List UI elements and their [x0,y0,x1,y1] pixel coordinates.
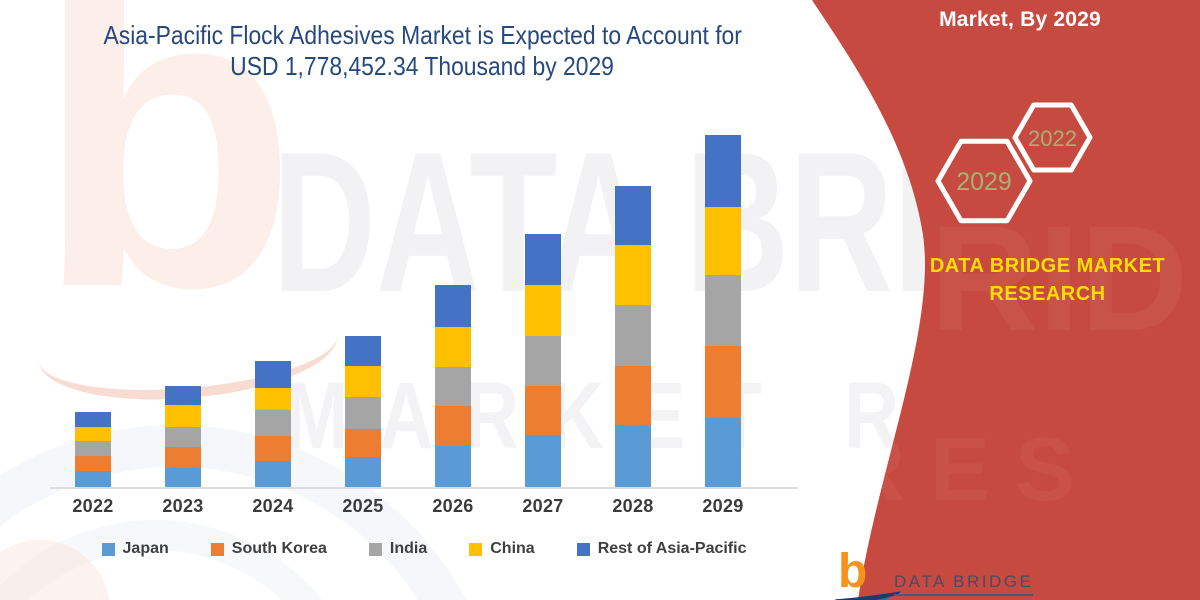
bar-segment-rest-of-asia-pacific-2027 [525,234,561,285]
bar-segment-south-korea-2023 [165,446,201,468]
x-axis-line [50,487,798,489]
bar-segment-china-2022 [75,427,111,441]
stacked-bar-2029 [705,135,741,487]
bar-segment-south-korea-2027 [525,385,561,435]
legend-swatch-icon [576,542,590,556]
bar-segment-japan-2022 [75,471,111,487]
bar-segment-japan-2028 [615,425,651,487]
legend-swatch-icon [101,542,115,556]
x-axis-label-2023: 2023 [162,496,204,516]
bar-segment-india-2026 [435,367,471,406]
legend-swatch-icon [368,542,382,556]
bar-chart-plot-area [50,100,798,489]
watermark-ring-inner [0,520,370,600]
bar-segment-japan-2026 [435,446,471,487]
x-axis-label-2024: 2024 [252,496,294,516]
legend-label: Japan [122,540,169,557]
chart-title-line1: Asia-Pacific Flock Adhesives Market is E… [103,20,742,50]
hexagon-2022 [1012,102,1093,173]
side-panel-brand-text: DATA BRIDGE MARKET RESEARCH [880,252,1200,308]
hexagon-2022-label: 2022 [1028,126,1077,151]
bar-segment-india-2029 [705,275,741,347]
x-axis-label-2028: 2028 [612,496,654,516]
legend-label: China [490,540,535,557]
legend-item-japan: Japan [101,540,169,558]
bar-segment-south-korea-2026 [435,405,471,447]
bar-segment-south-korea-2025 [345,428,381,457]
x-axis-label-2026: 2026 [432,496,474,516]
footer-brand-sub: MARKET RESEARCH [894,597,1071,600]
stacked-bar-2024 [255,361,291,487]
bar-segment-south-korea-2028 [615,366,651,426]
bar-segment-japan-2029 [705,417,741,487]
side-panel-heading: Market, By 2029 [939,8,1101,31]
bar-segment-rest-of-asia-pacific-2029 [705,135,741,207]
hexagon-2029-label: 2029 [956,168,1012,196]
bar-segment-south-korea-2029 [705,346,741,418]
stacked-bar-2022 [75,411,111,487]
bar-segment-india-2027 [525,336,561,386]
brand-line2: RESEARCH [989,283,1106,305]
bar-segment-china-2024 [255,387,291,411]
bar-segment-china-2026 [435,327,471,368]
chart-title: Asia-Pacific Flock Adhesives Market is E… [0,20,845,82]
bar-segment-india-2028 [615,305,651,367]
legend-swatch-icon [469,542,483,556]
legend-item-south-korea: South Korea [210,540,327,558]
x-axis-label-2027: 2027 [522,496,564,516]
bar-segment-china-2027 [525,284,561,337]
legend-item-rest-of-asia-pacific: Rest of Asia-Pacific [576,540,747,558]
bar-segment-south-korea-2022 [75,456,111,471]
stacked-bar-2025 [345,336,381,487]
stacked-bar-2023 [165,386,201,487]
stacked-bar-2027 [525,234,561,487]
bar-segment-china-2029 [705,206,741,276]
bar-segment-rest-of-asia-pacific-2023 [165,386,201,405]
bar-segment-japan-2023 [165,467,201,487]
brand-line1: DATA BRIDGE MARKET [929,255,1166,277]
bar-segment-india-2023 [165,426,201,447]
bar-segment-south-korea-2024 [255,436,291,461]
side-panel-watermark-letters2: R E S [840,420,1075,520]
bar-segment-china-2028 [615,244,651,306]
chart-legend: Japan South Korea India China Rest of Asia-P… [50,540,798,558]
stacked-bar-2028 [615,185,651,487]
bar-segment-rest-of-asia-pacific-2026 [435,284,471,328]
x-axis-label-2025: 2025 [342,496,384,516]
footer-brand-name: DATA BRIDGE [894,572,1034,596]
x-axis-label-2022: 2022 [72,496,114,516]
side-panel-background: RID R E S 2029 2022 [812,0,1200,600]
bar-segment-rest-of-asia-pacific-2024 [255,361,291,388]
stacked-bar-2026 [435,284,471,487]
footer-logo-monogram: b [838,545,868,598]
legend-item-china: China [469,540,535,558]
bar-segment-japan-2024 [255,461,291,487]
legend-item-india: India [368,540,428,558]
legend-label: South Korea [231,540,327,557]
bar-segment-india-2022 [75,441,111,456]
hexagon-2029 [935,138,1033,224]
bar-segment-china-2025 [345,366,381,398]
bar-segment-india-2025 [345,397,381,429]
bar-segment-japan-2027 [525,434,561,487]
bar-segment-rest-of-asia-pacific-2025 [345,336,381,367]
bar-segment-rest-of-asia-pacific-2028 [615,185,651,245]
bar-segment-rest-of-asia-pacific-2022 [75,411,111,427]
legend-label: Rest of Asia-Pacific [597,540,747,557]
legend-swatch-icon [210,542,224,556]
x-axis-labels: 2022 2023 2024 2025 2026 2027 2028 2029 [50,496,798,520]
bar-segment-china-2023 [165,404,201,427]
bar-segment-japan-2025 [345,457,381,487]
legend-label: India [389,540,428,557]
bar-segment-india-2024 [255,410,291,437]
footer-logo: b DATA BRIDGE MARKET RESEARCH [834,548,1138,600]
x-axis-label-2029: 2029 [702,496,744,516]
chart-title-line2: USD 1,778,452.34 Thousand by 2029 [230,51,615,81]
side-panel-red-shape [812,0,1200,600]
